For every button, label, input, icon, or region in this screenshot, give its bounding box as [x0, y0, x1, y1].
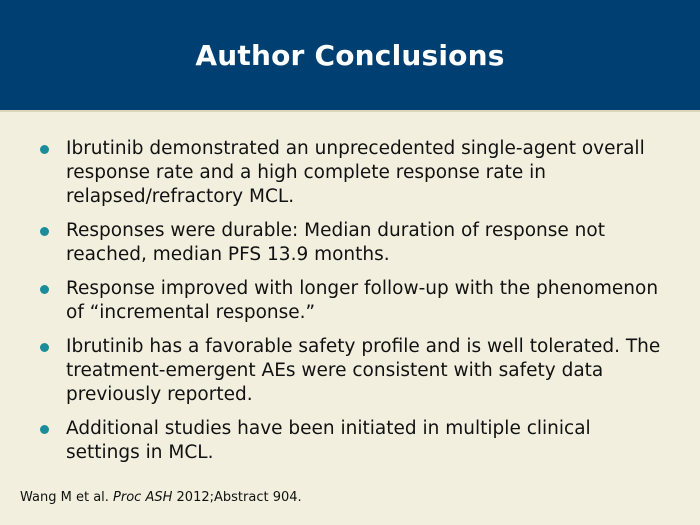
citation-authors: Wang M et al. [20, 490, 109, 505]
citation-journal: Proc ASH [113, 490, 173, 505]
bullet-dot-icon [40, 227, 49, 236]
title-banner: Author Conclusions [0, 0, 700, 112]
list-item: Additional studies have been initiated i… [40, 417, 670, 465]
citation: Wang M et al. Proc ASH 2012;Abstract 904… [20, 489, 302, 507]
bullet-text: Responses were durable: Median duration … [66, 220, 605, 265]
conclusions-list: Ibrutinib demonstrated an unprecedented … [40, 137, 670, 475]
bullet-text: Additional studies have been initiated i… [66, 418, 591, 463]
bullet-dot-icon [40, 285, 49, 294]
bullet-dot-icon [40, 425, 49, 434]
bullet-text: Ibrutinib demonstrated an unprecedented … [66, 138, 645, 207]
slide-title: Author Conclusions [195, 39, 505, 72]
list-item: Responses were durable: Median duration … [40, 219, 670, 267]
list-item: Ibrutinib demonstrated an unprecedented … [40, 137, 670, 209]
list-item: Ibrutinib has a favorable safety profile… [40, 335, 670, 407]
bullet-text: Ibrutinib has a favorable safety profile… [66, 336, 661, 405]
bullet-dot-icon [40, 145, 49, 154]
citation-details: 2012;Abstract 904. [176, 490, 302, 505]
bullet-text: Response improved with longer follow-up … [66, 278, 659, 323]
bullet-dot-icon [40, 343, 49, 352]
list-item: Response improved with longer follow-up … [40, 277, 670, 325]
